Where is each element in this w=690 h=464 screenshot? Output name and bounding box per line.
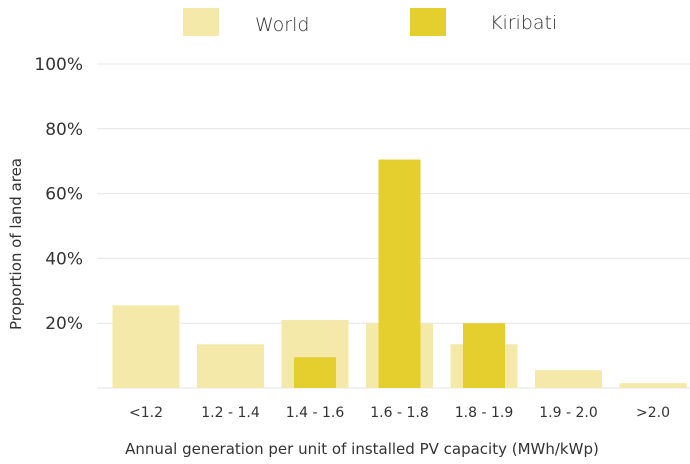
bar-kiribati-4 xyxy=(463,323,505,388)
y-tick-label: 40% xyxy=(45,249,83,269)
kiribati-bars xyxy=(294,159,505,388)
x-tick-label: >2.0 xyxy=(636,405,670,421)
bar-world-1 xyxy=(197,344,264,388)
y-tick-label: 20% xyxy=(45,314,83,334)
x-tick-label: 1.8 - 1.9 xyxy=(455,405,513,421)
x-tick-label: 1.4 - 1.6 xyxy=(286,405,345,421)
y-axis-title: Proportion of land area xyxy=(7,158,25,330)
legend-label-world: World xyxy=(255,14,309,36)
x-axis-title: Annual generation per unit of installed … xyxy=(125,440,599,458)
bar-kiribati-2 xyxy=(294,357,336,388)
x-tick-labels: <1.2 1.2 - 1.4 1.4 - 1.6 1.6 - 1.8 1.8 - 1.9… xyxy=(129,405,670,421)
y-tick-label: 80% xyxy=(45,120,83,140)
legend: World Kiribati xyxy=(183,8,557,36)
y-tick-label: 100% xyxy=(34,55,83,75)
bar-world-0 xyxy=(112,305,180,388)
y-tick-label: 60% xyxy=(45,185,83,205)
legend-swatch-world xyxy=(183,8,219,36)
bar-world-6 xyxy=(619,383,687,388)
legend-label-kiribati: Kiribati xyxy=(490,12,557,34)
bar-world-5 xyxy=(535,370,602,388)
x-tick-label: 1.6 - 1.8 xyxy=(370,405,428,421)
x-tick-label: 1.9 - 2.0 xyxy=(539,405,597,421)
y-tick-labels: 20% 40% 60% 80% 100% xyxy=(34,55,83,334)
legend-swatch-kiribati xyxy=(410,8,446,36)
x-tick-label: <1.2 xyxy=(129,405,163,421)
bar-kiribati-3 xyxy=(378,159,421,388)
x-tick-label: 1.2 - 1.4 xyxy=(201,405,260,421)
